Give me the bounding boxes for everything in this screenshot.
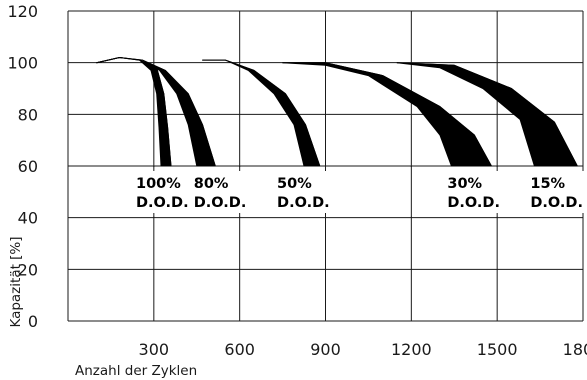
band-label-bg-4 <box>528 171 585 213</box>
y-axis-label: Kapazität [%] <box>8 236 24 327</box>
x-tick-labels: 300 600 900 1200 1500 1800 <box>139 340 587 359</box>
band-label-bg-2 <box>275 171 332 213</box>
x-tick-1200: 1200 <box>391 340 432 359</box>
dod-bands <box>96 56 578 167</box>
y-tick-60: 60 <box>18 157 38 176</box>
x-axis-label: Anzahl der Zyklen <box>75 363 197 379</box>
x-tick-1800: 1800 <box>563 340 587 359</box>
x-tick-900: 900 <box>310 340 341 359</box>
band-label-bg-0 <box>133 171 190 213</box>
band-edge-2 <box>202 59 321 167</box>
x-tick-600: 600 <box>224 340 255 359</box>
band-label-dod-4: D.O.D. <box>530 195 583 211</box>
band-edge-1 <box>96 56 216 167</box>
band-label-pct-3: 30% <box>447 176 482 192</box>
y-tick-100: 100 <box>7 54 38 73</box>
band-label-dod-0: D.O.D. <box>136 195 189 211</box>
band-label-bg-3 <box>445 171 502 213</box>
y-tick-20: 20 <box>18 260 38 279</box>
y-tick-80: 80 <box>18 105 38 124</box>
y-tick-120: 120 <box>7 2 38 21</box>
band-label-bg-1 <box>191 171 248 213</box>
band-edge-4 <box>396 62 578 167</box>
y-tick-labels: 0 20 40 60 80 100 120 <box>7 2 38 331</box>
band-label-pct-4: 15% <box>530 176 565 192</box>
y-tick-0: 0 <box>28 312 38 331</box>
band-label-pct-0: 100% <box>136 176 181 192</box>
band-edge-3 <box>282 62 492 167</box>
band-label-pct-2: 50% <box>277 176 312 192</box>
band-labels: 100% D.O.D. 80% D.O.D. 50% D.O.D. 30% D.O.D. 15%… <box>67 166 585 218</box>
band-label-dod-2: D.O.D. <box>277 195 330 211</box>
x-tick-300: 300 <box>139 340 170 359</box>
band-dod-0 <box>96 57 172 167</box>
x-tick-1500: 1500 <box>477 340 518 359</box>
band-label-pct-1: 80% <box>194 176 229 192</box>
band-label-dod-1: D.O.D. <box>194 195 247 211</box>
y-tick-40: 40 <box>18 209 38 228</box>
band-label-dod-3: D.O.D. <box>447 195 500 211</box>
